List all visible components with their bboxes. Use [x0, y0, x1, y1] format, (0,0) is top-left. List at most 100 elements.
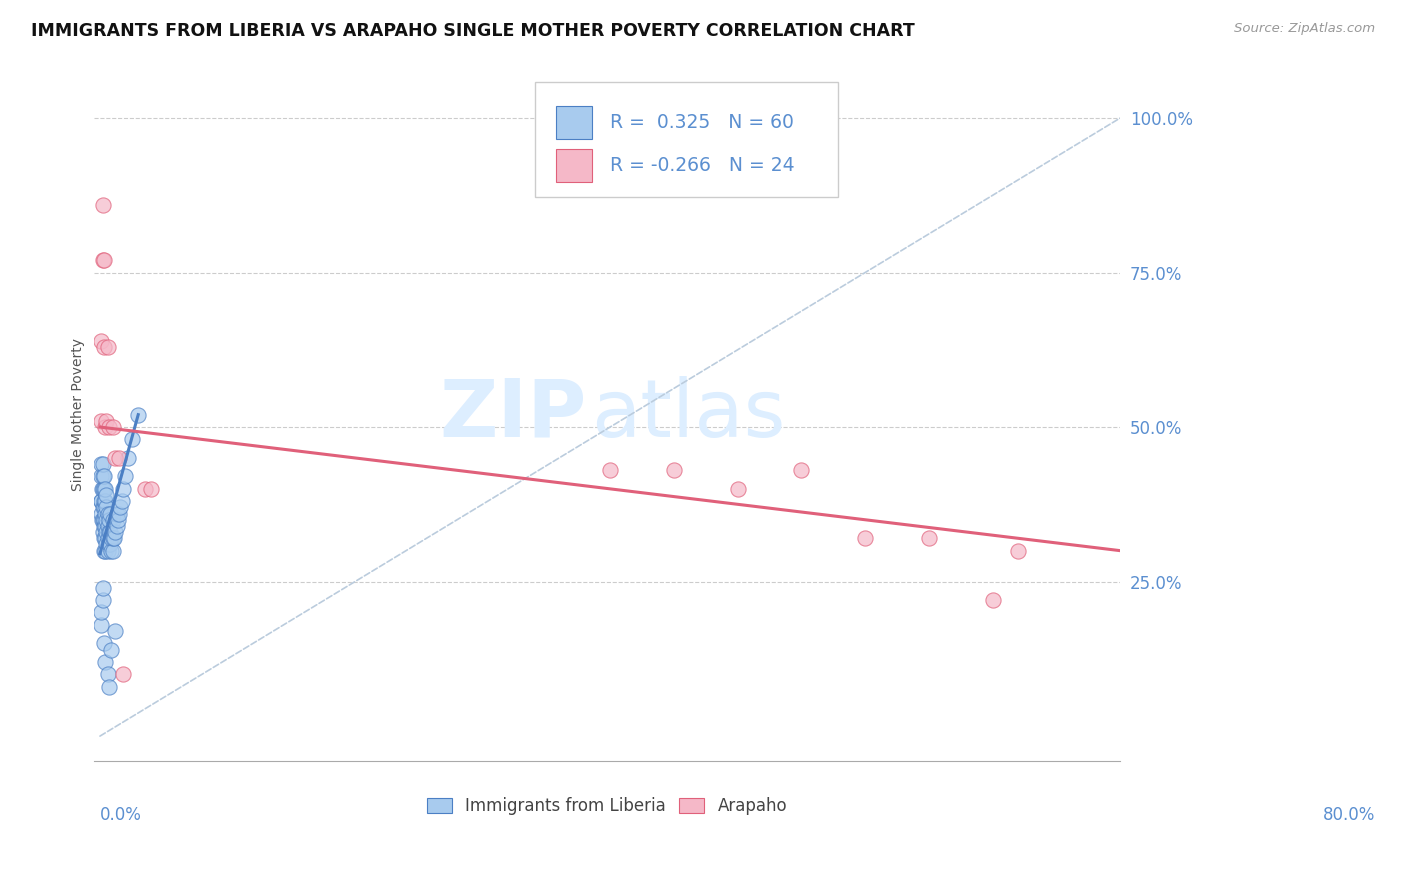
Point	[104, 624, 127, 638]
Point	[93, 469, 115, 483]
Point	[94, 519, 117, 533]
Point	[107, 513, 129, 527]
FancyBboxPatch shape	[555, 106, 592, 139]
Point	[104, 525, 127, 540]
Point	[91, 457, 114, 471]
Point	[90, 457, 112, 471]
Point	[91, 581, 114, 595]
Point	[97, 420, 120, 434]
Text: IMMIGRANTS FROM LIBERIA VS ARAPAHO SINGLE MOTHER POVERTY CORRELATION CHART: IMMIGRANTS FROM LIBERIA VS ARAPAHO SINGL…	[31, 22, 915, 40]
Point	[94, 507, 117, 521]
Point	[97, 507, 120, 521]
Point	[97, 531, 120, 545]
Point	[93, 531, 115, 545]
Point	[90, 494, 112, 508]
Point	[94, 531, 117, 545]
Point	[91, 593, 114, 607]
Point	[790, 463, 813, 477]
Point	[90, 482, 112, 496]
Point	[111, 482, 134, 496]
Point	[121, 433, 143, 447]
Point	[96, 488, 118, 502]
Point	[98, 537, 121, 551]
Point	[90, 617, 112, 632]
Point	[91, 253, 114, 268]
Point	[94, 420, 117, 434]
Point	[110, 500, 132, 515]
Text: 80.0%: 80.0%	[1323, 805, 1375, 824]
Point	[94, 543, 117, 558]
Point	[114, 469, 136, 483]
Point	[93, 500, 115, 515]
Point	[98, 525, 121, 540]
Point	[91, 197, 114, 211]
Text: atlas: atlas	[592, 376, 786, 454]
Point	[981, 593, 1004, 607]
Point	[101, 513, 124, 527]
Point	[127, 408, 149, 422]
Point	[97, 519, 120, 533]
Point	[853, 531, 876, 545]
Text: 0.0%: 0.0%	[100, 805, 142, 824]
Point	[103, 531, 125, 545]
Point	[599, 463, 621, 477]
Point	[111, 667, 134, 681]
Point	[101, 531, 124, 545]
Point	[94, 482, 117, 496]
Point	[93, 519, 115, 533]
Point	[93, 340, 115, 354]
Point	[90, 334, 112, 348]
Point	[91, 525, 114, 540]
Point	[662, 463, 685, 477]
Point	[90, 513, 112, 527]
Y-axis label: Single Mother Poverty: Single Mother Poverty	[72, 338, 86, 491]
Point	[94, 655, 117, 669]
Point	[91, 469, 114, 483]
Point	[91, 513, 114, 527]
Point	[93, 494, 115, 508]
FancyBboxPatch shape	[536, 82, 838, 196]
Point	[97, 537, 120, 551]
Point	[96, 414, 118, 428]
Point	[91, 500, 114, 515]
Point	[90, 494, 112, 508]
Point	[96, 525, 118, 540]
Point	[90, 606, 112, 620]
Point	[93, 513, 115, 527]
Point	[134, 482, 156, 496]
FancyBboxPatch shape	[555, 149, 592, 182]
Text: ZIP: ZIP	[439, 376, 586, 454]
Point	[108, 507, 131, 521]
Point	[139, 482, 162, 496]
Point	[91, 482, 114, 496]
Point	[93, 482, 115, 496]
Point	[100, 543, 122, 558]
Point	[100, 531, 122, 545]
Text: Source: ZipAtlas.com: Source: ZipAtlas.com	[1234, 22, 1375, 36]
Point	[100, 642, 122, 657]
Legend: Immigrants from Liberia, Arapaho: Immigrants from Liberia, Arapaho	[420, 790, 794, 822]
Point	[1007, 543, 1029, 558]
Point	[105, 519, 128, 533]
Point	[96, 500, 118, 515]
Point	[104, 450, 127, 465]
Point	[93, 543, 115, 558]
Point	[97, 680, 120, 694]
Point	[96, 513, 118, 527]
Text: R = -0.266   N = 24: R = -0.266 N = 24	[610, 156, 794, 175]
Point	[111, 494, 134, 508]
Point	[93, 253, 115, 268]
Point	[90, 469, 112, 483]
Point	[93, 636, 115, 650]
Point	[101, 543, 124, 558]
Point	[117, 450, 139, 465]
Point	[108, 450, 131, 465]
Text: R =  0.325   N = 60: R = 0.325 N = 60	[610, 113, 794, 132]
Point	[727, 482, 749, 496]
Point	[97, 543, 120, 558]
Point	[94, 494, 117, 508]
Point	[97, 525, 120, 540]
Point	[105, 507, 128, 521]
Point	[96, 537, 118, 551]
Point	[918, 531, 941, 545]
